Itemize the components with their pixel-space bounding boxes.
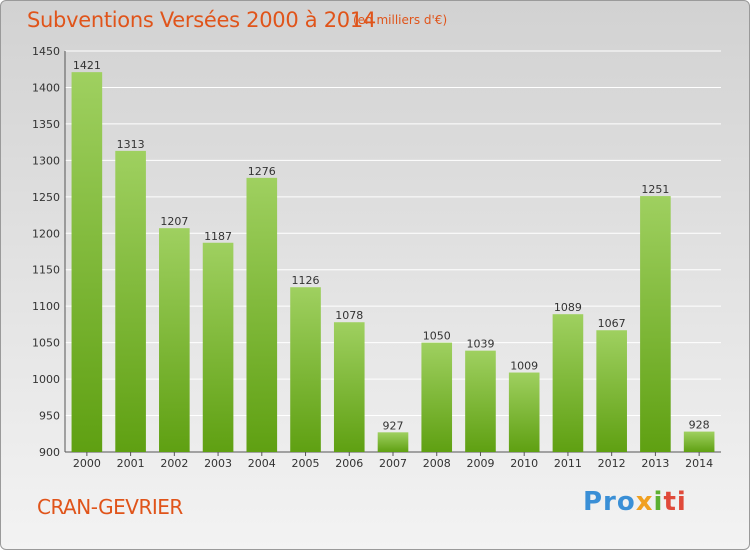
proxiti-logo: Proxiti <box>583 487 687 517</box>
y-tick-label: 1350 <box>32 118 60 131</box>
y-tick-label: 1250 <box>32 191 60 204</box>
chart-subtitle: (en milliers d'€) <box>353 13 448 27</box>
bar-value-label: 1050 <box>423 330 451 343</box>
bar-value-label: 1313 <box>117 138 145 151</box>
y-tick-label: 1200 <box>32 227 60 240</box>
y-tick-label: 1400 <box>32 81 60 94</box>
bar-value-label: 927 <box>383 419 404 432</box>
logo-part-3: i <box>653 487 664 517</box>
bar-value-label: 928 <box>689 419 710 432</box>
x-tick-label: 2001 <box>117 457 145 470</box>
x-tick-label: 2006 <box>335 457 363 470</box>
bar-2011 <box>552 314 584 452</box>
bar-2007 <box>377 432 409 452</box>
y-tick-label: 1300 <box>32 154 60 167</box>
bar-value-label: 1207 <box>160 215 188 228</box>
bar-value-label: 1009 <box>510 360 538 373</box>
y-tick-label: 1450 <box>32 45 60 58</box>
logo-part-4: ti <box>663 487 687 517</box>
x-tick-label: 2013 <box>641 457 669 470</box>
bar-value-label: 1187 <box>204 230 232 243</box>
x-tick-label: 2008 <box>423 457 451 470</box>
commune-name: CRAN-GEVRIER <box>37 495 183 519</box>
bar-value-label: 1421 <box>73 59 101 72</box>
bar-2001 <box>115 150 146 453</box>
x-tick-label: 2010 <box>510 457 538 470</box>
x-tick-label: 2009 <box>466 457 494 470</box>
y-tick-label: 900 <box>39 446 60 459</box>
bar-2005 <box>290 287 321 452</box>
chart-title: Subventions Versées 2000 à 2014 <box>27 8 376 32</box>
bar-2009 <box>465 350 496 452</box>
x-tick-label: 2014 <box>685 457 713 470</box>
y-tick-label: 1000 <box>32 373 60 386</box>
bar-value-label: 1078 <box>335 309 363 322</box>
x-tick-label: 2011 <box>554 457 582 470</box>
x-tick-label: 2000 <box>73 457 101 470</box>
bar-2002 <box>159 228 190 452</box>
bar-2013 <box>640 196 671 452</box>
bar-2014 <box>683 431 715 452</box>
x-tick-label: 2004 <box>248 457 276 470</box>
y-tick-label: 1050 <box>32 337 60 350</box>
bar-value-label: 1126 <box>292 274 320 287</box>
y-tick-label: 950 <box>39 410 60 423</box>
bar-2008 <box>421 342 453 452</box>
bar-value-label: 1039 <box>466 338 494 351</box>
y-tick-label: 1150 <box>32 264 60 277</box>
bar-2010 <box>508 372 540 452</box>
bar-value-label: 1089 <box>554 301 582 314</box>
x-tick-label: 2007 <box>379 457 407 470</box>
bar-2006 <box>333 322 365 452</box>
bar-2000 <box>71 72 103 452</box>
bar-2003 <box>202 242 234 452</box>
bar-value-label: 1067 <box>598 317 626 330</box>
x-tick-label: 2012 <box>598 457 626 470</box>
logo-part-1: Pro <box>583 487 636 517</box>
bar-2012 <box>596 330 627 452</box>
x-tick-label: 2003 <box>204 457 232 470</box>
y-tick-label: 1100 <box>32 300 60 313</box>
bar-2004 <box>246 177 278 452</box>
x-tick-label: 2005 <box>292 457 320 470</box>
bar-value-label: 1251 <box>641 183 669 196</box>
logo-part-2: x <box>635 487 654 517</box>
x-tick-label: 2002 <box>160 457 188 470</box>
bar-value-label: 1276 <box>248 165 276 178</box>
